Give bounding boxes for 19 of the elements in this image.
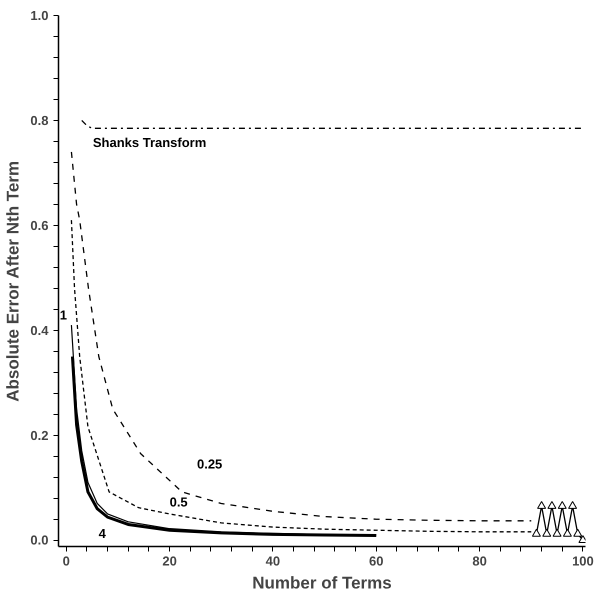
y-tick-label: 0.8 xyxy=(30,112,49,128)
x-tick-label: 60 xyxy=(369,554,384,568)
series-label: Shanks Transform xyxy=(92,134,206,150)
x-tick-label: 40 xyxy=(266,554,280,568)
series-label: 1 xyxy=(60,308,68,323)
y-tick-label: 0.2 xyxy=(30,428,49,443)
y-tick-label: 1.0 xyxy=(30,8,49,23)
series-label: 0.5 xyxy=(170,494,188,510)
x-tick-label: 100 xyxy=(572,554,594,568)
y-tick-label: 0.0 xyxy=(30,532,49,548)
y-tick-label: 0.4 xyxy=(30,322,50,338)
y-tick-label: 0.6 xyxy=(30,218,49,233)
x-tick-label: 80 xyxy=(472,554,487,568)
y-axis-title: Absolute Error After Nth Term xyxy=(3,160,22,402)
x-tick-label: 0 xyxy=(62,554,70,568)
series-label: 4 xyxy=(98,526,107,542)
x-tick-label: 20 xyxy=(162,554,177,568)
series-label: 0.25 xyxy=(196,456,222,472)
x-axis-title: Number of Terms xyxy=(252,574,392,592)
